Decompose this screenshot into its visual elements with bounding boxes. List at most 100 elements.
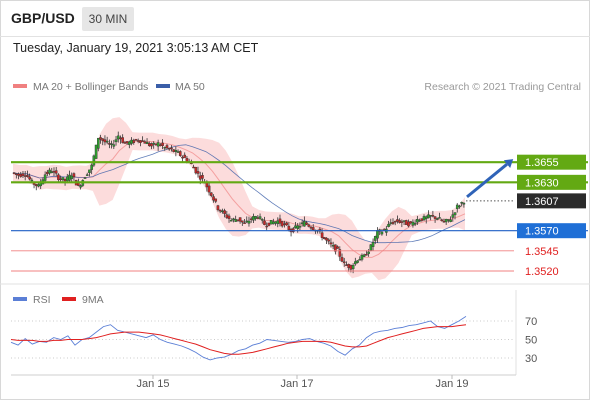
candle-down bbox=[309, 226, 313, 229]
candle-up bbox=[85, 174, 89, 176]
candle-down bbox=[159, 144, 162, 146]
candle-up bbox=[362, 254, 366, 257]
candle-up bbox=[145, 142, 149, 145]
candle-down bbox=[280, 221, 284, 227]
candle-down bbox=[407, 221, 410, 227]
candle-up bbox=[303, 221, 306, 227]
candle-down bbox=[400, 221, 404, 223]
candle-up bbox=[83, 177, 87, 179]
candle-up bbox=[298, 226, 302, 228]
candle-down bbox=[132, 140, 136, 143]
candle-up bbox=[371, 242, 375, 247]
candle-down bbox=[23, 175, 27, 177]
level-label-1.3655: 1.3655 bbox=[525, 157, 559, 169]
candle-up bbox=[444, 218, 448, 223]
ma50-line bbox=[12, 144, 466, 244]
level-label-1.3545: 1.3545 bbox=[525, 246, 559, 258]
candle-down bbox=[404, 220, 408, 225]
candle-down bbox=[342, 261, 346, 264]
legend-swatch-rsi bbox=[13, 297, 27, 301]
candle-up bbox=[130, 139, 133, 144]
candle-up bbox=[411, 221, 415, 226]
candle-up bbox=[105, 140, 109, 143]
candle-up bbox=[427, 214, 430, 219]
candle-up bbox=[30, 179, 34, 182]
candle-down bbox=[225, 214, 229, 218]
candle-down bbox=[108, 143, 111, 145]
candle-up bbox=[116, 135, 120, 140]
candle-down bbox=[420, 218, 424, 221]
candle-down bbox=[181, 156, 184, 159]
candle-up bbox=[356, 260, 359, 263]
candle-up bbox=[294, 225, 297, 228]
candle-down bbox=[396, 219, 399, 222]
candle-down bbox=[17, 173, 20, 176]
candle-up bbox=[455, 204, 459, 209]
candle-down bbox=[338, 249, 342, 257]
candle-down bbox=[19, 174, 23, 177]
legend-swatch-9ma bbox=[62, 297, 76, 301]
candle-down bbox=[327, 239, 331, 242]
candle-down bbox=[214, 198, 218, 202]
candle-up bbox=[436, 218, 439, 220]
candle-down bbox=[311, 227, 315, 231]
candle-down bbox=[263, 220, 266, 225]
level-tag-1.3570 bbox=[517, 223, 586, 239]
candle-down bbox=[170, 147, 173, 150]
candle-up bbox=[418, 220, 421, 222]
timestamp: Tuesday, January 19, 2021 3:05:13 AM CET bbox=[13, 41, 259, 55]
candle-up bbox=[110, 143, 113, 145]
candle-up bbox=[380, 231, 384, 235]
candle-up bbox=[252, 216, 255, 221]
candle-up bbox=[247, 220, 251, 224]
candle-up bbox=[358, 259, 362, 261]
candle-down bbox=[325, 237, 328, 241]
candle-down bbox=[28, 176, 31, 180]
candle-down bbox=[223, 210, 226, 214]
candle-up bbox=[387, 223, 390, 227]
interval-button[interactable]: 30 MIN bbox=[82, 7, 134, 31]
legend-swatch-ma50 bbox=[156, 84, 170, 88]
candle-down bbox=[154, 143, 158, 146]
candle-down bbox=[59, 178, 62, 181]
candle-up bbox=[176, 151, 180, 153]
candle-down bbox=[21, 173, 25, 176]
candle-down bbox=[393, 220, 397, 223]
candle-down bbox=[347, 264, 350, 269]
candle-up bbox=[68, 174, 71, 181]
candle-up bbox=[156, 142, 160, 147]
candle-up bbox=[128, 141, 131, 145]
candle-down bbox=[201, 175, 204, 179]
candle-up bbox=[245, 220, 249, 223]
candle-down bbox=[192, 166, 195, 169]
legend-ma20-label: MA 20 + Bollinger Bands bbox=[33, 81, 148, 93]
candle-down bbox=[15, 173, 18, 175]
candle-down bbox=[123, 142, 127, 144]
candle-up bbox=[296, 225, 300, 229]
candle-down bbox=[409, 221, 413, 224]
candle-up bbox=[369, 244, 373, 251]
level-label-1.3520: 1.3520 bbox=[525, 266, 559, 278]
candle-up bbox=[453, 212, 457, 216]
level-tag-1.3607 bbox=[517, 193, 586, 209]
candle-up bbox=[462, 203, 466, 205]
level-label-1.3630: 1.3630 bbox=[525, 177, 559, 189]
candle-up bbox=[50, 171, 54, 173]
candle-up bbox=[61, 177, 65, 180]
candle-down bbox=[161, 142, 164, 146]
legend-rsi-label: RSI bbox=[33, 294, 51, 306]
candle-down bbox=[256, 217, 260, 219]
candle-down bbox=[238, 217, 242, 222]
candle-up bbox=[79, 185, 82, 188]
candle-up bbox=[429, 215, 432, 217]
candle-up bbox=[402, 220, 406, 222]
candle-up bbox=[460, 202, 463, 204]
candle-up bbox=[438, 217, 441, 219]
candle-down bbox=[283, 223, 286, 225]
candle-down bbox=[150, 143, 153, 147]
level-label-1.3570: 1.3570 bbox=[525, 226, 559, 238]
candle-down bbox=[336, 246, 339, 249]
candle-down bbox=[365, 254, 368, 256]
candle-down bbox=[334, 244, 337, 252]
